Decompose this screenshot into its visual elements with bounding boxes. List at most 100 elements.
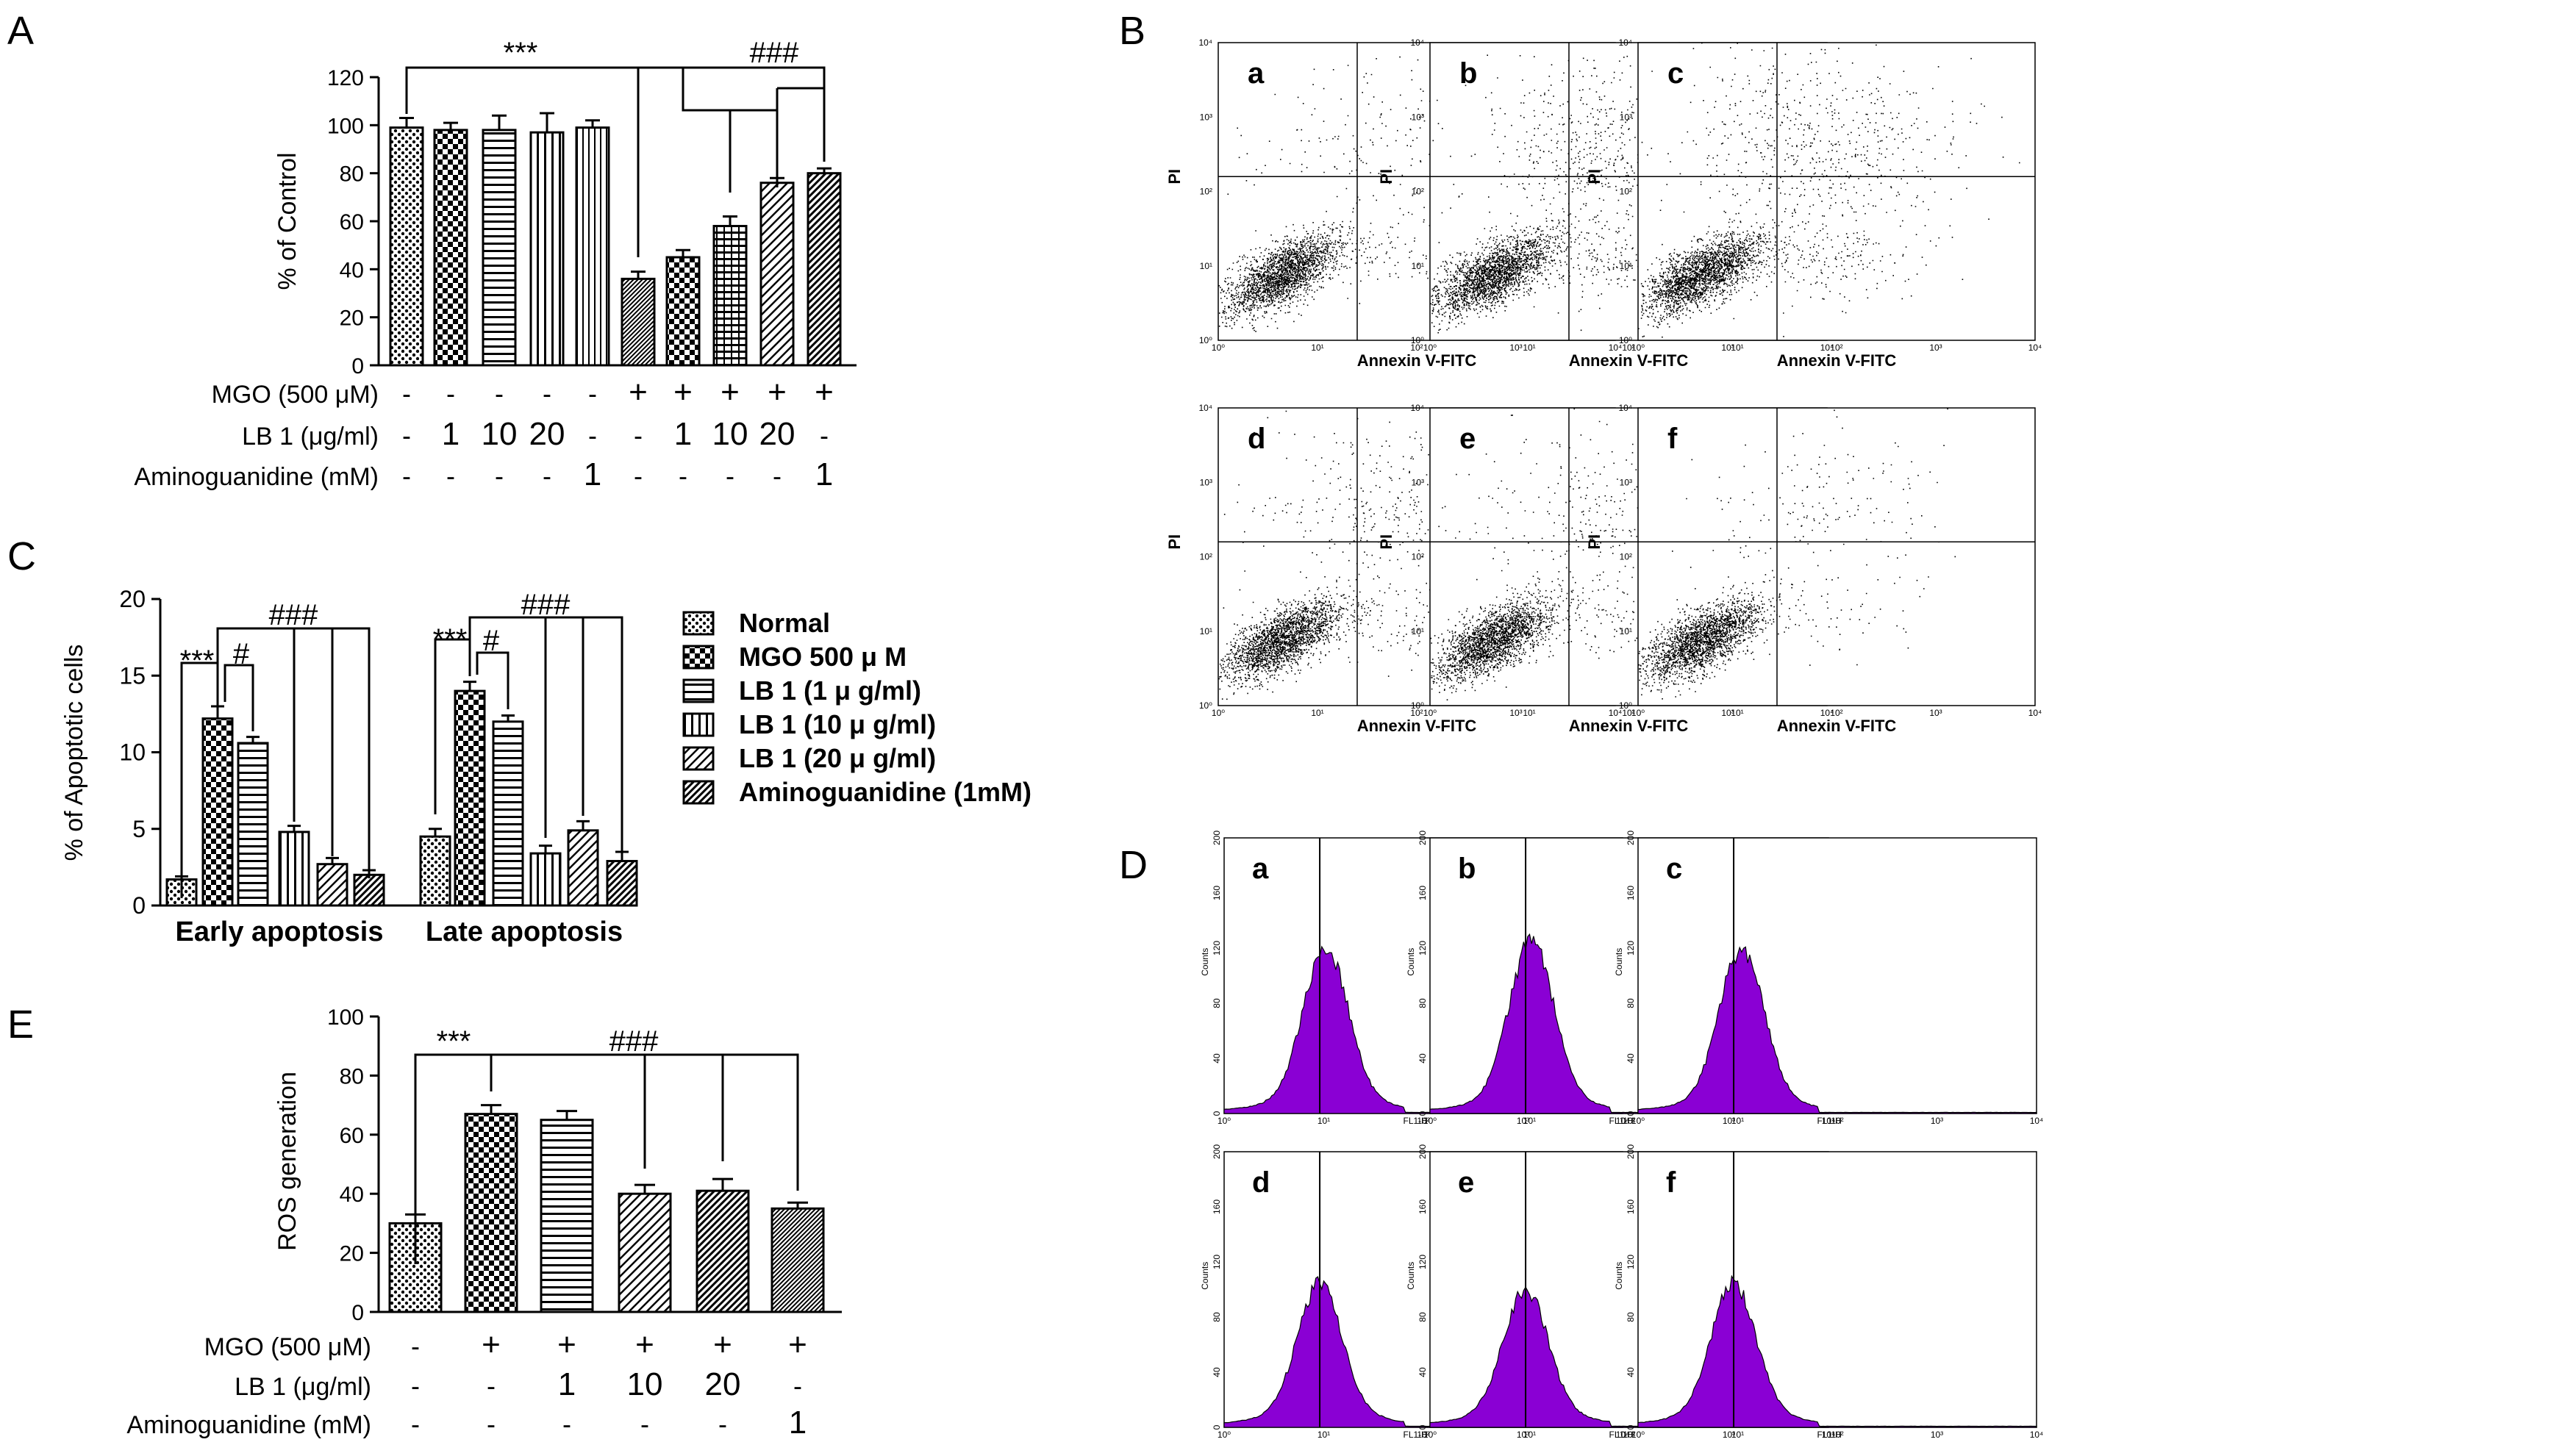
x-tick-label: 10³: [1509, 708, 1522, 718]
bracket-leg: [682, 68, 730, 112]
condition-value: -: [562, 1409, 571, 1439]
condition-value: -: [411, 1331, 420, 1361]
x-tick-label: 10⁴: [1820, 708, 1834, 718]
x-tick-label: 10⁰: [1631, 1430, 1645, 1440]
bar: [807, 172, 842, 367]
bar: [759, 182, 795, 367]
y-tick-label: 10³: [1412, 477, 1424, 487]
bar: [621, 277, 656, 367]
bar: [696, 1189, 750, 1313]
condition-label: Aminoguanidine (mM): [126, 1411, 371, 1439]
subpanel-label: b: [1459, 57, 1477, 90]
panel-letter-d: D: [1119, 843, 1148, 887]
y-tick-label: 40: [1417, 1053, 1428, 1064]
condition-label: MGO (500 μM): [204, 1333, 371, 1361]
legend-swatch: [682, 746, 715, 771]
y-tick-label: 0: [1626, 1111, 1636, 1116]
y-tick-label: 10¹: [1412, 626, 1424, 636]
x-tick-label: 10²: [1410, 708, 1423, 718]
condition-value: 1: [584, 456, 601, 492]
bar: [540, 1119, 594, 1313]
sig-label: ***: [437, 1025, 471, 1058]
x-tick-label: 10¹: [1317, 1430, 1330, 1440]
y-tick-label: 10⁴: [1198, 37, 1212, 48]
condition-value: -: [411, 1409, 420, 1439]
x-tick-label: 10⁴: [2030, 1430, 2044, 1440]
x-axis-label: Annexin V-FITC: [1569, 717, 1689, 735]
x-axis-label: Annexin V-FITC: [1357, 717, 1477, 735]
y-tick-label: 10²: [1412, 552, 1424, 562]
scatter-points: [1218, 48, 1610, 332]
condition-value: 20: [529, 416, 565, 452]
x-tick-label: 10³: [1929, 708, 1942, 718]
x-tick-label: 10³: [1723, 1430, 1735, 1440]
scatter-points: [1638, 408, 1956, 700]
x-tick-label: 10¹: [1731, 708, 1743, 718]
condition-label: LB 1 (μg/ml): [242, 423, 379, 451]
y-tick-label: 80: [1626, 998, 1636, 1008]
y-tick-label: 100: [327, 1005, 364, 1030]
y-tick-label: 40: [1212, 1367, 1222, 1377]
condition-value: 1: [558, 1366, 576, 1402]
y-tick-label: 10³: [1620, 112, 1632, 122]
y-tick-label: 10¹: [1412, 261, 1424, 271]
y-axis-label: Counts: [1614, 948, 1624, 976]
x-tick-label: 10²: [1831, 1116, 1843, 1126]
subpanel-label: c: [1667, 57, 1684, 90]
y-tick-label: 120: [1417, 941, 1428, 955]
sig-label: ###: [521, 589, 571, 621]
x-tick-label: 10²: [1417, 1116, 1429, 1126]
condition-value: 1: [674, 416, 692, 452]
y-tick-label: 60: [340, 210, 364, 234]
legend-label: LB 1 (1 μ g/ml): [739, 675, 921, 706]
y-axis-label: PI: [1585, 169, 1603, 184]
x-tick-label: 10⁰: [1423, 708, 1437, 718]
x-tick-label: 10²: [1417, 1430, 1429, 1440]
y-tick-label: 10⁰: [1199, 700, 1212, 711]
sig-label: ***: [504, 37, 538, 69]
histogram-area: [1637, 946, 2037, 1114]
x-tick-label: 10¹: [1317, 1116, 1330, 1126]
plot-frame: [1637, 407, 2036, 706]
bar: [464, 1113, 518, 1313]
x-tick-label: 10⁴: [1616, 1116, 1630, 1126]
x-tick-label: 10¹: [1731, 1116, 1744, 1126]
condition-value: 20: [759, 416, 795, 452]
y-tick-label: 10²: [1620, 187, 1632, 197]
x-axis-label: Annexin V-FITC: [1357, 351, 1477, 370]
y-tick-label: 120: [1212, 941, 1222, 955]
x-tick-label: 10⁴: [1609, 708, 1623, 718]
condition-value: 10: [482, 416, 518, 452]
bar: [353, 873, 385, 907]
scatter-points: [1430, 408, 1805, 700]
bar: [454, 689, 486, 907]
x-tick-label: 10⁰: [1212, 343, 1225, 353]
condition-value: -: [495, 379, 504, 409]
y-tick-label: 0: [1212, 1424, 1222, 1430]
y-tick-label: 80: [1417, 998, 1428, 1008]
condition-value: -: [820, 420, 829, 451]
category-label: Early apoptosis: [176, 917, 384, 947]
legend-swatch: [682, 712, 715, 737]
x-tick-label: 10²: [1623, 1430, 1635, 1440]
x-axis-label: Annexin V-FITC: [1777, 717, 1897, 735]
x-tick-label: 10²: [1623, 1116, 1635, 1126]
subpanel-label: c: [1666, 853, 1682, 885]
condition-label: MGO (500 μM): [212, 381, 379, 409]
y-tick-label: 10⁰: [1619, 335, 1632, 345]
y-tick-label: 80: [340, 162, 364, 187]
condition-value: -: [402, 420, 411, 451]
bar: [237, 742, 269, 907]
x-tick-label: 10²: [1410, 343, 1423, 353]
y-tick-label: 200: [1417, 831, 1428, 845]
x-tick-label: 10¹: [1731, 343, 1743, 353]
x-tick-label: 10¹: [1523, 1116, 1536, 1126]
condition-value: -: [402, 379, 411, 409]
y-tick-label: 10²: [1200, 552, 1212, 562]
y-tick-label: 200: [1626, 1144, 1636, 1159]
bar: [618, 1192, 672, 1313]
x-tick-label: 10³: [1721, 343, 1734, 353]
condition-value: -: [402, 461, 411, 491]
bar: [770, 1207, 825, 1313]
